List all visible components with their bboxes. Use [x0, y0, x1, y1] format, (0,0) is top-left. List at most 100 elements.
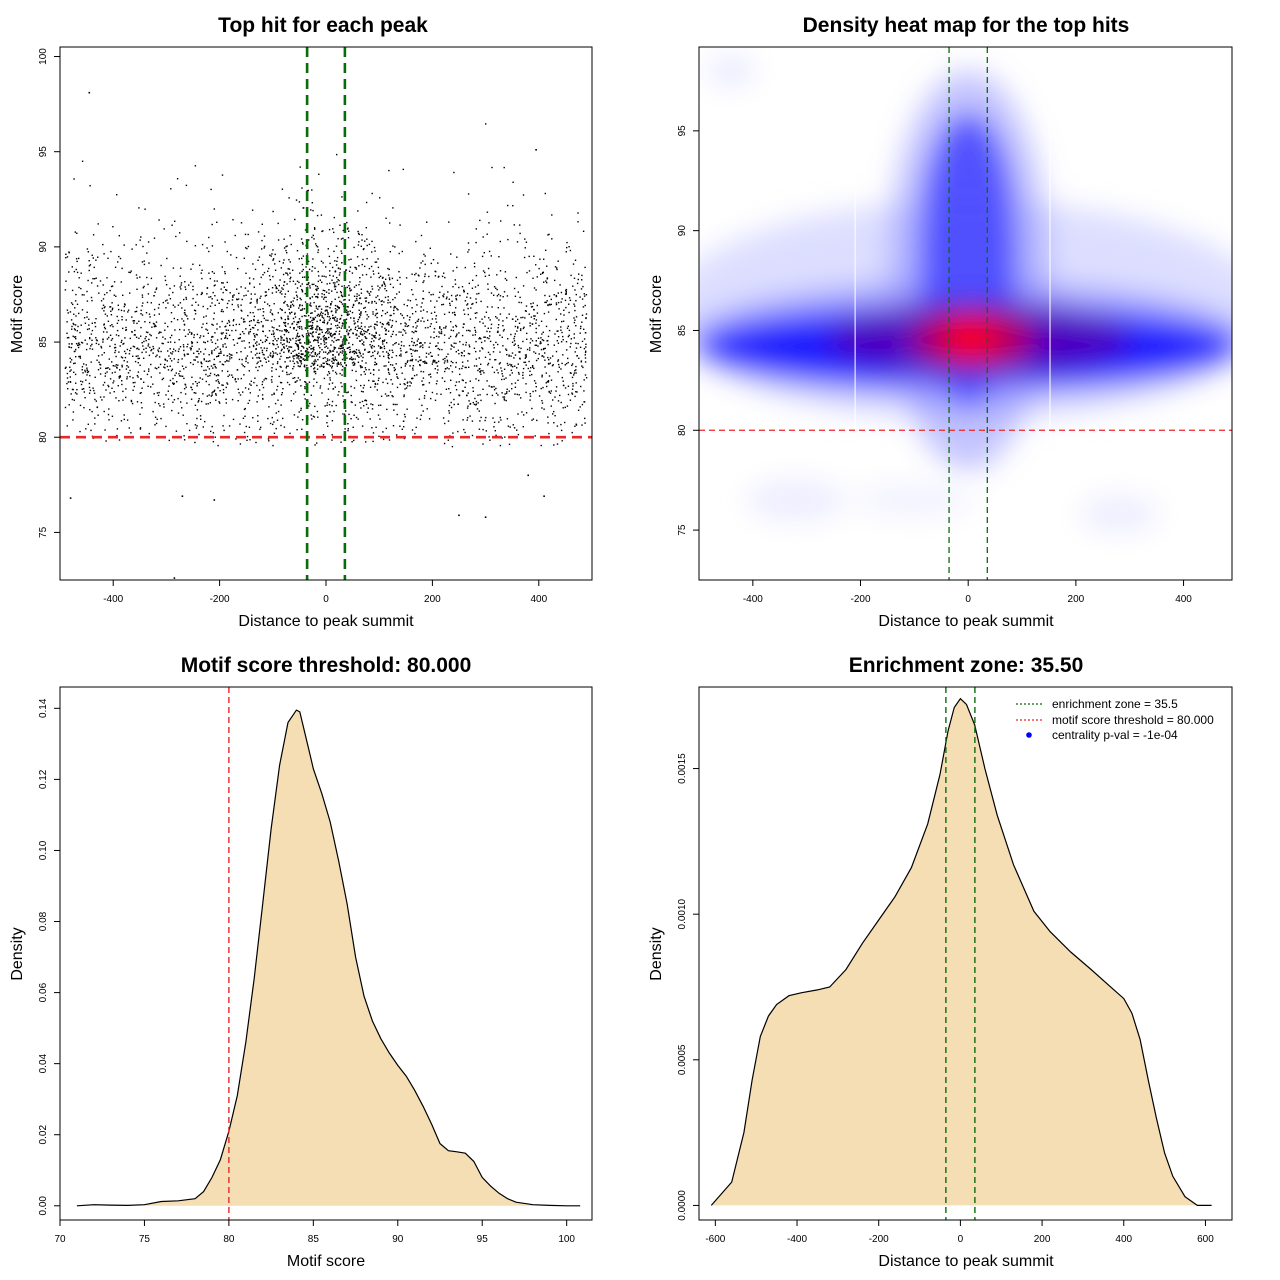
scatter-point — [245, 425, 247, 428]
scatter-point — [390, 379, 392, 381]
scatter-point — [380, 404, 382, 406]
scatter-point — [248, 320, 251, 323]
scatter-point — [177, 350, 180, 353]
scatter-point — [423, 280, 425, 282]
scatter-point — [388, 354, 390, 356]
scatter-point — [122, 343, 124, 345]
scatter-point — [74, 231, 76, 233]
scatter-point — [359, 297, 361, 300]
scatter-point — [368, 292, 370, 295]
scatter-point — [253, 319, 255, 322]
scatter-point — [363, 384, 365, 387]
scatter-point — [400, 341, 403, 343]
scatter-point — [584, 417, 586, 420]
scatter-point — [488, 250, 491, 253]
scatter-point — [303, 347, 305, 349]
scatter-point — [121, 319, 123, 321]
scatter-point — [299, 272, 301, 274]
scatter-point — [330, 310, 333, 313]
scatter-point — [557, 359, 560, 361]
scatter-point — [408, 319, 411, 321]
scatter-point — [396, 376, 398, 378]
scatter-point — [412, 293, 414, 296]
scatter-point — [319, 365, 321, 368]
scatter-point — [213, 312, 215, 314]
scatter-point — [162, 336, 164, 338]
scatter-point — [173, 577, 176, 579]
scatter-point — [147, 343, 150, 345]
scatter-point — [275, 348, 277, 350]
scatter-point — [347, 347, 349, 349]
scatter-point — [397, 309, 399, 311]
scatter-point — [310, 348, 312, 350]
scatter-point — [365, 337, 368, 340]
scatter-point — [373, 380, 375, 382]
scatter-point — [104, 306, 106, 308]
scatter-point — [421, 317, 424, 319]
scatter-point — [479, 420, 481, 422]
scatter-point — [292, 280, 295, 282]
scatter-point — [321, 293, 323, 295]
scatter-point — [412, 369, 414, 371]
scatter-point — [306, 347, 308, 350]
scatter-point — [523, 414, 525, 416]
scatter-point — [314, 316, 317, 319]
scatter-point — [315, 331, 317, 333]
scatter-point — [585, 317, 587, 319]
y-tick-label: 0.0010 — [677, 898, 688, 929]
scatter-point — [159, 405, 161, 407]
scatter-point — [534, 315, 536, 317]
scatter-point — [360, 384, 362, 387]
scatter-point — [535, 340, 537, 342]
scatter-point — [160, 264, 162, 267]
scatter-point — [327, 425, 329, 427]
scatter-point — [83, 363, 85, 365]
scatter-point — [293, 365, 295, 368]
scatter-point — [280, 382, 283, 384]
scatter-point — [277, 239, 280, 241]
scatter-point — [279, 308, 282, 310]
scatter-point — [455, 361, 457, 364]
scatter-point — [574, 305, 576, 307]
scatter-point — [398, 291, 400, 293]
scatter-point — [270, 309, 272, 311]
scatter-point — [423, 253, 425, 256]
scatter-point — [313, 355, 315, 357]
scatter-point — [203, 353, 205, 355]
scatter-point — [264, 340, 266, 343]
scatter-point — [467, 417, 469, 419]
scatter-point — [177, 412, 180, 414]
scatter-point — [547, 416, 549, 418]
scatter-point — [287, 331, 290, 334]
scatter-point — [277, 361, 279, 363]
scatter-point — [379, 418, 381, 420]
scatter-point — [385, 333, 387, 335]
scatter-point — [338, 321, 341, 324]
scatter-point — [562, 354, 564, 356]
scatter-point — [444, 276, 446, 279]
scatter-point — [320, 308, 323, 310]
scatter-point — [102, 341, 104, 343]
scatter-point — [428, 275, 430, 278]
scatter-point — [491, 306, 493, 308]
scatter-point — [375, 302, 377, 304]
scatter-point — [325, 300, 327, 303]
scatter-point — [370, 325, 372, 328]
scatter-point — [129, 375, 131, 378]
scatter-point — [378, 334, 381, 336]
scatter-point — [240, 286, 242, 288]
legend-dot-swatch — [1026, 732, 1032, 738]
scatter-point — [351, 369, 353, 372]
scatter-point — [134, 311, 136, 313]
scatter-point — [358, 265, 360, 267]
scatter-point — [147, 331, 149, 334]
scatter-point — [186, 423, 188, 425]
scatter-point — [468, 366, 470, 368]
scatter-point — [304, 381, 306, 383]
scatter-point — [226, 382, 228, 384]
scatter-point — [288, 308, 290, 310]
scatter-point — [311, 331, 314, 334]
scatter-point — [316, 353, 319, 356]
scatter-point — [89, 374, 91, 377]
scatter-point — [477, 284, 479, 287]
